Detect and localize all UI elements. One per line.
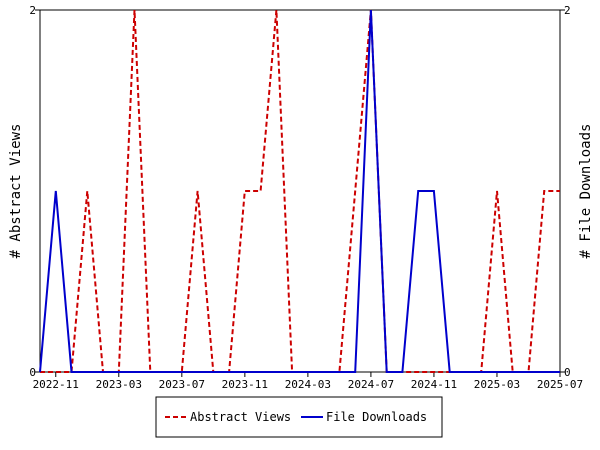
x-tick-label: 2022-11 (33, 378, 79, 391)
y-left-tick-label: 0 (29, 366, 36, 379)
x-tick-label: 2023-11 (222, 378, 268, 391)
series-line-abstract-views (40, 9, 560, 373)
x-tick-label: 2023-07 (159, 378, 205, 391)
x-tick-label: 2025-07 (537, 378, 583, 391)
y-right-tick-label: 2 (564, 4, 571, 17)
axes: 2022-11 2023-03 2023-07 2023-11 2024-03 2024-… (8, 4, 594, 391)
series-layer (39, 9, 560, 373)
legend-label: Abstract Views (190, 410, 291, 424)
y-left-axis-title: # Abstract Views (8, 124, 24, 259)
x-tick-label: 2024-07 (348, 378, 394, 391)
y-right-tick-label: 0 (564, 366, 571, 379)
legend-box (155, 396, 443, 438)
legend-label: File Downloads (326, 410, 427, 424)
x-tick-label: 2024-03 (285, 378, 331, 391)
series-line-file-downloads (39, 9, 560, 373)
y-right-axis-title: # File Downloads (578, 124, 594, 259)
y-left-tick-label: 2 (29, 4, 36, 17)
x-tick-label: 2023-03 (96, 378, 142, 391)
x-tick-label: 2025-03 (474, 378, 520, 391)
x-tick-label: 2024-11 (411, 378, 457, 391)
legend: Abstract Views File Downloads (155, 396, 443, 438)
plot-frame (39, 9, 561, 373)
